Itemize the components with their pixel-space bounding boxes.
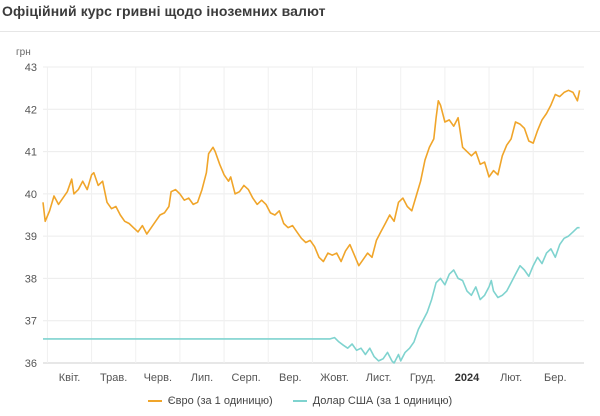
y-tick-label: 43 [25,62,37,74]
y-tick-label: 42 [25,104,37,116]
legend-label-euro: Євро (за 1 одиницю) [167,395,273,407]
x-tick-label: Квіт. [59,372,81,384]
y-tick-label: 40 [25,189,37,201]
legend-item-euro[interactable]: Євро (за 1 одиницю) [147,395,273,407]
x-tick-label: Серп. [232,372,261,384]
title-divider [0,31,600,32]
line-chart: грн 36 37 38 39 40 41 42 43 Квіт. Трав. Черв. Лип. С… [16,47,584,384]
legend-label-usd: Долар США (за 1 одиницю) [312,395,453,407]
chart-title: Офіційний курс гривні щодо іноземних вал… [2,3,326,19]
y-tick-label: 38 [25,273,37,285]
y-tick-label: 39 [25,231,37,243]
y-tick-label: 41 [25,147,37,159]
y-tick-label: 37 [25,316,37,328]
y-axis: грн 36 37 38 39 40 41 42 43 [16,47,37,370]
legend-swatch-usd [292,400,307,402]
x-axis: Квіт. Трав. Черв. Лип. Серп. Вер. Жовт. Лист. Гр… [59,372,567,384]
x-tick-label: Лют. [500,372,522,384]
gridlines [43,66,584,364]
series-line-euro [42,89,581,267]
y-tick-label: 36 [25,358,37,370]
x-tick-label: Трав. [100,372,127,384]
y-axis-unit: грн [16,47,31,58]
x-tick-label: Вер. [279,372,302,384]
x-tick-label: Груд. [410,372,436,384]
series-lines [42,89,581,364]
x-tick-label: Бер. [544,372,567,384]
x-tick-label: Жовт. [320,372,349,384]
x-tick-label: Лист. [366,372,392,384]
x-tick-label: Лип. [191,372,213,384]
legend: Євро (за 1 одиницю) Долар США (за 1 один… [0,395,600,407]
x-tick-label: 2024 [455,372,480,384]
series-line-usd [43,226,580,364]
legend-item-usd[interactable]: Долар США (за 1 одиницю) [292,395,453,407]
x-tick-label: Черв. [144,372,172,384]
legend-swatch-euro [147,400,162,402]
